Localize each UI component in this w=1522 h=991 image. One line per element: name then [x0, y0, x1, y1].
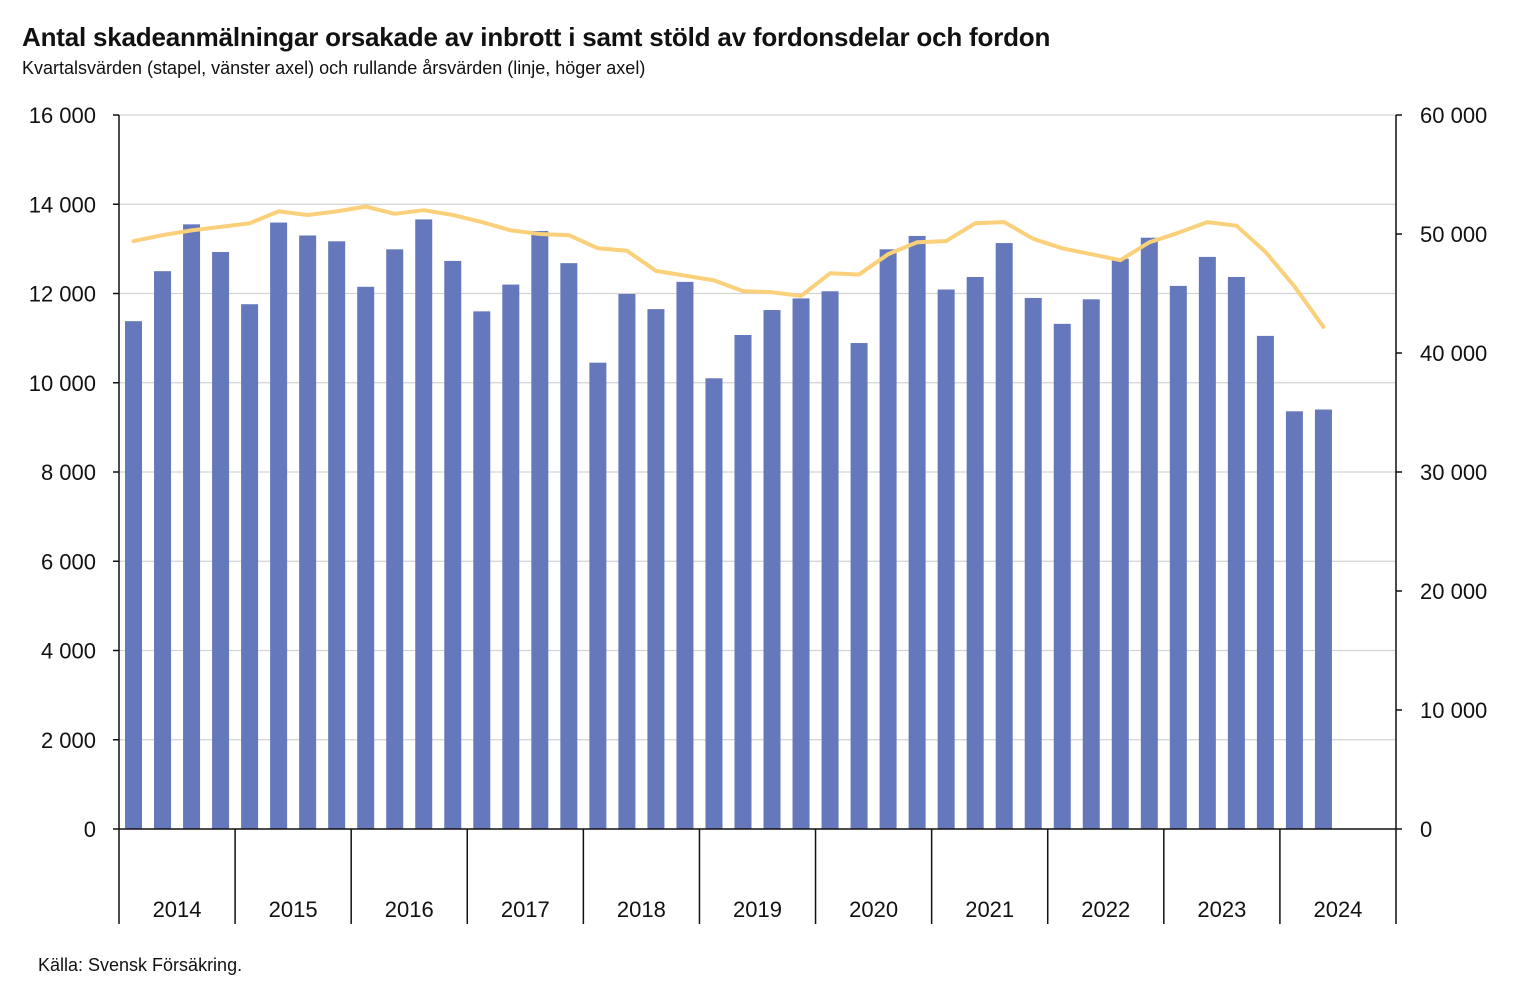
bar — [473, 311, 491, 830]
year-label: 2017 — [501, 897, 550, 922]
left-tick-label: 14 000 — [29, 192, 96, 217]
bar — [1227, 276, 1245, 829]
left-tick-label: 12 000 — [29, 282, 96, 307]
bar — [1314, 409, 1332, 829]
bar — [212, 251, 230, 829]
left-tick-label: 0 — [84, 817, 96, 842]
bar — [908, 235, 926, 830]
chart-subtitle: Kvartalsvärden (stapel, vänster axel) oc… — [22, 58, 646, 78]
bar — [1169, 285, 1187, 829]
bar — [676, 281, 694, 830]
bar — [241, 304, 259, 830]
year-label: 2016 — [385, 897, 434, 922]
right-tick-label: 20 000 — [1420, 579, 1487, 604]
bar — [386, 249, 404, 830]
bar — [328, 241, 346, 829]
bar — [357, 286, 375, 829]
right-tick-label: 40 000 — [1420, 341, 1487, 366]
bar — [792, 298, 810, 829]
left-tick-label: 2 000 — [41, 728, 96, 753]
bar — [995, 243, 1013, 830]
left-tick-label: 10 000 — [29, 371, 96, 396]
bar — [125, 321, 143, 829]
right-tick-label: 10 000 — [1420, 698, 1487, 723]
bar — [270, 222, 288, 829]
bar — [937, 289, 955, 829]
bar — [444, 260, 462, 830]
bar — [560, 263, 578, 829]
left-tick-label: 6 000 — [41, 549, 96, 574]
year-label: 2022 — [1081, 897, 1130, 922]
rolling-annual-line — [131, 204, 1326, 329]
bar — [531, 231, 549, 829]
bar — [502, 284, 520, 829]
bar — [589, 362, 607, 829]
year-label: 2015 — [269, 897, 318, 922]
bar — [1024, 297, 1042, 829]
right-tick-label: 50 000 — [1420, 222, 1487, 247]
left-tick-label: 8 000 — [41, 460, 96, 485]
year-label: 2020 — [849, 897, 898, 922]
bar — [415, 219, 433, 830]
bar — [1198, 256, 1216, 830]
bar — [734, 335, 752, 829]
bar — [1285, 411, 1303, 829]
bar — [183, 224, 201, 830]
right-tick-label: 60 000 — [1420, 103, 1487, 128]
bar — [1111, 258, 1129, 829]
year-label: 2014 — [153, 897, 202, 922]
left-tick-label: 4 000 — [41, 639, 96, 664]
year-label: 2021 — [965, 897, 1014, 922]
bar — [966, 276, 984, 829]
bar — [879, 249, 897, 830]
bar — [618, 293, 636, 829]
year-label: 2019 — [733, 897, 782, 922]
left-tick-label: 16 000 — [29, 103, 96, 128]
bar — [1082, 299, 1100, 829]
year-label: 2018 — [617, 897, 666, 922]
bar — [821, 291, 839, 829]
bar — [1053, 323, 1071, 829]
bar — [299, 235, 317, 830]
year-label: 2024 — [1313, 897, 1362, 922]
chart-title: Antal skadeanmälningar orsakade av inbro… — [22, 22, 1051, 52]
bar — [1140, 237, 1158, 829]
source-note: Källa: Svensk Försäkring. — [38, 955, 243, 975]
bar — [154, 271, 172, 829]
bar — [1256, 335, 1274, 829]
right-tick-label: 0 — [1420, 817, 1432, 842]
bar — [763, 310, 781, 830]
year-label: 2023 — [1197, 897, 1246, 922]
right-tick-label: 30 000 — [1420, 460, 1487, 485]
bar — [850, 343, 868, 829]
bar — [647, 309, 665, 829]
bar — [705, 378, 723, 829]
